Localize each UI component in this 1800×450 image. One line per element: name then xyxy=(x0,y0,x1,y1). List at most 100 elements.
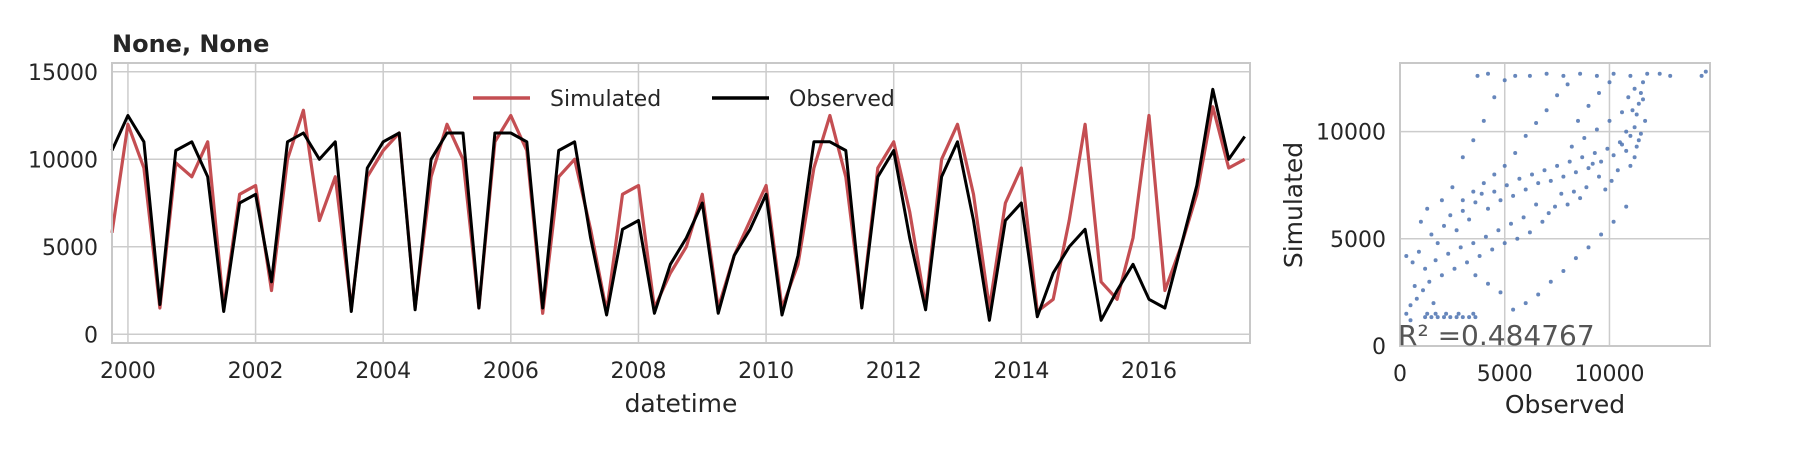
scatter-point xyxy=(1456,311,1461,316)
scatter-point xyxy=(1530,172,1534,177)
ts-y-tick-15000: 15000 xyxy=(28,61,98,86)
ts-x-ticks: 2000 2002 2004 2006 2008 2010 2012 2014 2016 xyxy=(100,359,1177,384)
scatter-point xyxy=(1594,73,1599,78)
scatter-point xyxy=(1544,71,1549,76)
scatter-point xyxy=(1498,290,1503,295)
scatter-panel: 0 5000 10000 0 5000 10000 Observed Simulated… xyxy=(1279,62,1711,419)
scatter-point xyxy=(1605,146,1610,151)
scatter-point xyxy=(1548,178,1553,183)
scatter-point xyxy=(1404,311,1409,316)
scatter-point xyxy=(1513,73,1518,78)
scatter-point xyxy=(1632,155,1637,160)
scatter-point xyxy=(1624,204,1629,209)
series-line-observed xyxy=(110,87,1246,322)
scatter-point xyxy=(1576,118,1580,123)
scatter-point xyxy=(1483,234,1488,239)
scatter-point xyxy=(1624,129,1629,134)
timeseries-panel: 2000 2002 2004 2006 2008 2010 2012 2014 2016 0 50… xyxy=(28,30,1251,418)
ts-y-tick-10000: 10000 xyxy=(28,148,98,173)
scatter-point xyxy=(1620,142,1624,147)
scatter-point xyxy=(1534,202,1539,207)
scatter-point xyxy=(1590,161,1595,166)
scatter-point xyxy=(1580,155,1585,160)
sc-x-tick-5000: 5000 xyxy=(1477,362,1533,387)
scatter-point xyxy=(1467,217,1472,222)
scatter-point xyxy=(1573,256,1578,261)
scatter-point xyxy=(1502,241,1507,246)
scatter-point xyxy=(1433,311,1438,316)
scatter-point xyxy=(1460,198,1465,203)
scatter-point xyxy=(1450,185,1455,190)
scatter-point xyxy=(1645,71,1650,76)
scatter-point xyxy=(1517,176,1522,181)
scatter-point xyxy=(1561,174,1566,179)
scatter-point xyxy=(1408,318,1413,323)
ts-y-ticks: 0 5000 10000 15000 xyxy=(28,61,98,349)
scatter-point xyxy=(1471,189,1476,194)
scatter-point xyxy=(1452,266,1457,271)
scatter-point xyxy=(1527,230,1532,235)
scatter-point xyxy=(1632,86,1637,91)
scatter-point xyxy=(1471,241,1476,246)
scatter-point xyxy=(1521,215,1526,220)
scatter-point xyxy=(1502,163,1507,168)
scatter-point xyxy=(1460,315,1465,320)
scatter-point xyxy=(1544,108,1549,113)
scatter-point xyxy=(1523,301,1528,306)
scatter-point xyxy=(1597,91,1601,95)
ts-x-tick-2016: 2016 xyxy=(1121,359,1177,384)
scatter-point xyxy=(1546,211,1551,216)
scatter-point xyxy=(1429,315,1434,320)
scatter-point xyxy=(1569,144,1574,149)
ts-x-axis-label: datetime xyxy=(625,389,738,418)
scatter-point xyxy=(1536,181,1541,186)
scatter-point xyxy=(1439,198,1444,203)
scatter-point xyxy=(1418,219,1423,224)
ts-x-tick-2002: 2002 xyxy=(228,359,284,384)
ts-x-tick-2012: 2012 xyxy=(866,359,922,384)
scatter-point xyxy=(1492,95,1497,100)
scatter-point xyxy=(1416,249,1421,254)
scatter-point xyxy=(1634,144,1639,149)
scatter-point xyxy=(1620,110,1624,115)
scatter-point xyxy=(1473,273,1478,278)
scatter-point xyxy=(1486,206,1490,211)
scatter-point xyxy=(1460,155,1465,160)
ts-lines xyxy=(110,87,1246,322)
scatter-point xyxy=(1479,191,1484,196)
ts-x-tick-2004: 2004 xyxy=(355,359,411,384)
scatter-point xyxy=(1636,101,1641,106)
scatter-point xyxy=(1607,118,1612,123)
scatter-point xyxy=(1571,189,1576,194)
sc-grid xyxy=(1399,63,1710,347)
sc-y-tick-5000: 5000 xyxy=(1330,228,1386,253)
scatter-point xyxy=(1611,153,1616,158)
scatter-point xyxy=(1542,168,1547,173)
scatter-point xyxy=(1586,245,1591,250)
sc-y-ticks: 0 5000 10000 xyxy=(1316,121,1386,360)
sc-y-tick-0: 0 xyxy=(1372,335,1386,360)
ts-x-tick-2010: 2010 xyxy=(738,359,794,384)
scatter-point xyxy=(1628,73,1633,78)
scatter-point xyxy=(1511,307,1516,312)
scatter-point xyxy=(1624,148,1629,153)
scatter-point xyxy=(1628,133,1633,138)
scatter-point xyxy=(1404,254,1409,258)
scatter-point xyxy=(1446,251,1451,256)
ts-frame xyxy=(111,62,1251,344)
scatter-point xyxy=(1423,266,1428,271)
scatter-point xyxy=(1492,189,1497,194)
ts-x-tick-2000: 2000 xyxy=(100,359,156,384)
scatter-point xyxy=(1410,260,1415,265)
scatter-point xyxy=(1534,121,1539,125)
scatter-point xyxy=(1435,241,1440,246)
scatter-point xyxy=(1444,311,1449,316)
scatter-point xyxy=(1515,236,1520,241)
scatter-point xyxy=(1433,258,1438,263)
scatter-point xyxy=(1599,232,1604,237)
scatter-point xyxy=(1504,183,1509,188)
scatter-point xyxy=(1523,133,1528,138)
scatter-point xyxy=(1597,174,1601,179)
scatter-point xyxy=(1475,73,1480,78)
scatter-point xyxy=(1638,131,1643,136)
